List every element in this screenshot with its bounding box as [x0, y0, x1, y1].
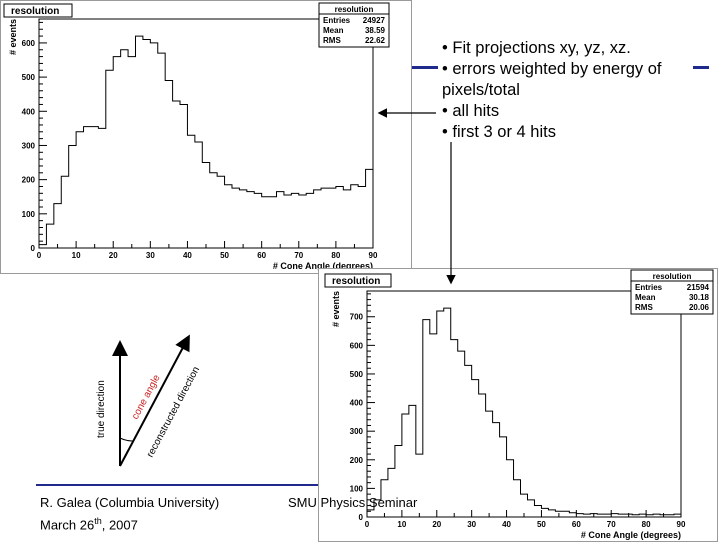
x-tick-label: 80 [642, 520, 651, 529]
y-tick-label: 0 [359, 513, 364, 522]
x-tick-label: 50 [220, 251, 229, 260]
bullet-first-hits: • first 3 or 4 hits [442, 123, 556, 141]
bullet-all-hits: • all hits [442, 102, 500, 120]
title-box [324, 273, 392, 288]
bullet-errors-weighted: • errors weighted by energy of [442, 60, 662, 78]
x-tick-label: 70 [294, 251, 303, 260]
y-tick-label: 600 [350, 341, 364, 350]
y-tick-label: 400 [350, 399, 364, 408]
histogram-first-hits-svg: resolution 0 10 20 30 40 50 60 70 80 90 0 100 200 300 4… [324, 269, 714, 540]
x-tick-label: 20 [432, 520, 441, 529]
x-tick-label: 50 [537, 520, 546, 529]
stats-value: 30.18 [689, 293, 710, 302]
chart-title: resolution [332, 276, 380, 287]
stats-key: RMS [635, 303, 653, 312]
x-tick-label: 70 [607, 520, 616, 529]
stats-value: 24927 [363, 16, 386, 25]
stats-key: RMS [323, 36, 341, 45]
y-axis-label: # events [8, 19, 18, 55]
title-box [3, 3, 73, 18]
y-tick-label: 400 [22, 107, 36, 116]
y-tick-label: 500 [350, 370, 364, 379]
stats-key: Entries [323, 16, 351, 25]
footer-author: R. Galea (Columbia University) [40, 495, 220, 510]
histogram-all-hits: resolution 0 10 20 30 40 50 60 70 80 90 0 100 200 300 4… [0, 0, 412, 274]
histogram-series [38, 35, 374, 248]
stats-value: 21594 [687, 283, 710, 292]
y-tick-label: 500 [22, 73, 36, 82]
footer-date: March 26th, 2007 [40, 516, 138, 533]
y-tick-label: 200 [350, 456, 364, 465]
x-tick-label: 30 [467, 520, 476, 529]
x-tick-label: 90 [677, 520, 686, 529]
x-tick-label: 60 [572, 520, 581, 529]
x-tick-label: 40 [502, 520, 511, 529]
y-tick-label: 300 [22, 141, 36, 150]
x-tick-label: 10 [397, 520, 406, 529]
bullet-fit-projections: • Fit projections xy, yz, xz. [442, 39, 631, 57]
bullet-list: • Fit projections xy, yz, xz. • errors w… [442, 38, 712, 143]
y-tick-label: 100 [350, 484, 364, 493]
y-tick-label: 200 [22, 176, 36, 185]
y-tick-label: 0 [31, 244, 36, 253]
true-direction-label: true direction [96, 380, 107, 438]
footer-seminar: SMU Physics Seminar [288, 495, 418, 510]
stats-value: 20.06 [689, 303, 710, 312]
y-tick-label: 300 [350, 427, 364, 436]
footer-rule [36, 484, 318, 486]
histogram-all-hits-svg: resolution 0 10 20 30 40 50 60 70 80 90 0 100 200 300 4… [3, 2, 390, 271]
stats-key: Mean [323, 26, 344, 35]
bullet-pixels-total: pixels/total [442, 81, 520, 99]
x-tick-label: 0 [365, 520, 370, 529]
stats-value: 38.59 [365, 26, 386, 35]
stats-box [630, 269, 714, 315]
reconstructed-direction-arrow [119, 334, 190, 467]
x-tick-label: 90 [369, 251, 378, 260]
cone-angle-diagram: true direction reconstructed direction c… [96, 334, 202, 467]
x-tick-label: 40 [183, 251, 192, 260]
x-tick-label: 60 [257, 251, 266, 260]
x-axis-label: # Cone Angle (degrees) [273, 261, 373, 271]
stats-key: Mean [635, 293, 656, 302]
x-tick-label: 80 [331, 251, 340, 260]
y-tick-label: 700 [350, 313, 364, 322]
accent-dash-right [693, 66, 709, 69]
stats-box [318, 2, 390, 48]
y-tick-label: 100 [22, 210, 36, 219]
x-tick-label: 0 [37, 251, 42, 260]
stats-key: Entries [635, 283, 663, 292]
x-axis-label: # Cone Angle (degrees) [581, 530, 681, 540]
footer-author-block: R. Galea (Columbia University) March 26t… [40, 494, 219, 534]
x-tick-label: 20 [109, 251, 118, 260]
accent-dash-left [412, 66, 438, 69]
x-tick-label: 30 [146, 251, 155, 260]
x-tick-label: 10 [72, 251, 81, 260]
stats-name: resolution [335, 5, 374, 14]
chart-title: resolution [11, 6, 59, 17]
cone-angle-arc [119, 437, 134, 442]
cone-angle-label: cone angle [130, 373, 163, 422]
stats-name: resolution [653, 272, 692, 281]
y-axis-label: # events [331, 291, 341, 327]
y-tick-label: 600 [22, 39, 36, 48]
histogram-first-hits: resolution 0 10 20 30 40 50 60 70 80 90 0 100 200 300 4… [318, 268, 718, 542]
stats-value: 22.62 [365, 36, 386, 45]
